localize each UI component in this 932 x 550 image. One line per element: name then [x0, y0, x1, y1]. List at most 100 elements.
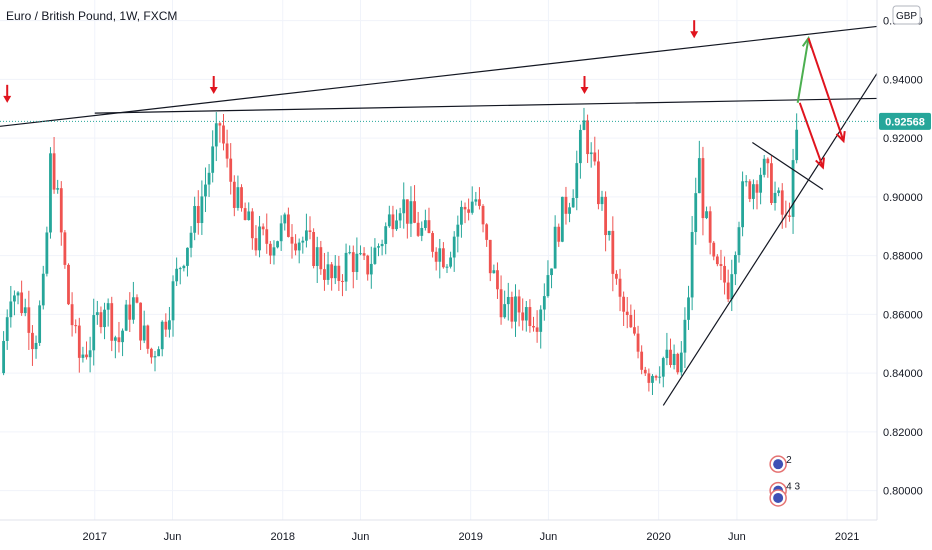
candle-body: [640, 351, 644, 370]
candle-body: [103, 309, 106, 328]
candlestick-series: [2, 107, 799, 395]
candle-body: [755, 184, 759, 193]
candle-body: [535, 327, 539, 332]
candle-body: [229, 158, 233, 182]
candle-body: [395, 220, 398, 230]
candle-body: [697, 158, 701, 194]
candle-body: [413, 201, 416, 223]
candle-body: [416, 222, 420, 236]
candle-body: [297, 242, 301, 251]
candle-body: [196, 206, 200, 224]
candle-body: [326, 264, 330, 280]
candle-body: [708, 211, 712, 243]
candle-body: [5, 317, 9, 341]
candle-body: [341, 280, 344, 282]
candle-body: [672, 353, 676, 366]
candle-body: [110, 303, 114, 341]
candle-body: [294, 243, 297, 251]
candle-body: [81, 354, 85, 358]
candle-body: [600, 196, 604, 205]
candle-body: [359, 253, 362, 255]
candle-body: [744, 181, 748, 183]
currency-badge[interactable]: GBP: [892, 5, 921, 25]
candle-body: [719, 264, 723, 266]
candle-body: [2, 340, 6, 374]
candle-body: [596, 161, 600, 205]
event-badge-lower: [769, 489, 787, 507]
candle-body: [492, 270, 496, 274]
candle-body: [575, 163, 579, 198]
price-tick-label: 0.80000: [883, 486, 923, 498]
candle-body: [524, 307, 528, 321]
candle-body: [377, 246, 380, 248]
candle-body: [124, 304, 128, 331]
candle-body: [207, 172, 211, 185]
candle-body: [658, 376, 662, 378]
candle-body: [250, 211, 254, 239]
candle-body: [690, 232, 694, 298]
candle-body: [661, 358, 665, 377]
candle-body: [593, 152, 597, 162]
candle-body: [633, 327, 636, 334]
candle-body: [247, 211, 251, 221]
drawing-lines: [0, 25, 878, 406]
candle-body: [669, 349, 672, 366]
candle-body: [85, 354, 88, 358]
candle-body: [333, 265, 337, 279]
candle-body: [355, 253, 359, 273]
candle-body: [312, 232, 316, 266]
projection-shaft: [807, 37, 845, 142]
candle-body: [438, 248, 442, 262]
candle-body: [95, 312, 99, 316]
candle-body: [34, 342, 38, 350]
price-tick-label: 0.86000: [883, 309, 923, 321]
candle-body: [222, 125, 225, 144]
candle-body: [481, 205, 485, 225]
candle-body: [160, 321, 164, 350]
candle-body: [362, 253, 366, 256]
candle-body: [178, 268, 182, 270]
candle-body: [157, 349, 161, 357]
candle-body: [434, 251, 438, 262]
candle-body: [636, 333, 640, 352]
candle-body: [175, 268, 179, 282]
wedge-upper: [752, 141, 824, 190]
rising-support: [662, 73, 878, 406]
candle-body: [279, 223, 283, 242]
candle-body: [38, 305, 42, 343]
candle-body: [582, 120, 586, 130]
red-down-arrow-1: [807, 37, 846, 144]
candle-body: [578, 129, 582, 164]
candle-body: [737, 227, 741, 256]
candle-body: [88, 350, 92, 358]
candle-body: [496, 270, 499, 290]
candle-body: [510, 296, 514, 322]
candle-body: [106, 303, 110, 310]
candle-body: [604, 196, 608, 236]
price-tick-label: 0.92000: [883, 133, 923, 145]
candle-body: [795, 129, 799, 161]
candle-body: [405, 199, 409, 224]
candle-body: [276, 241, 279, 248]
candle-body: [315, 247, 319, 266]
candle-body: [467, 209, 471, 213]
candle-body: [770, 163, 773, 204]
time-tick-label: Jun: [352, 531, 370, 543]
candle-body: [171, 281, 175, 321]
candle-body: [240, 187, 243, 209]
candle-body: [791, 160, 795, 217]
candle-body: [337, 265, 341, 281]
candle-body: [366, 255, 370, 275]
event-badges[interactable]: 2 4 3: [769, 455, 800, 507]
candle-body: [715, 256, 719, 265]
candle-body: [142, 325, 146, 341]
candle-body: [27, 307, 31, 333]
candle-body: [607, 230, 611, 236]
candle-body: [286, 214, 290, 237]
candle-body: [625, 311, 629, 316]
candle-body: [52, 153, 56, 190]
candle-body: [305, 230, 308, 241]
candle-body: [431, 233, 434, 252]
projection-shaft: [796, 38, 810, 103]
